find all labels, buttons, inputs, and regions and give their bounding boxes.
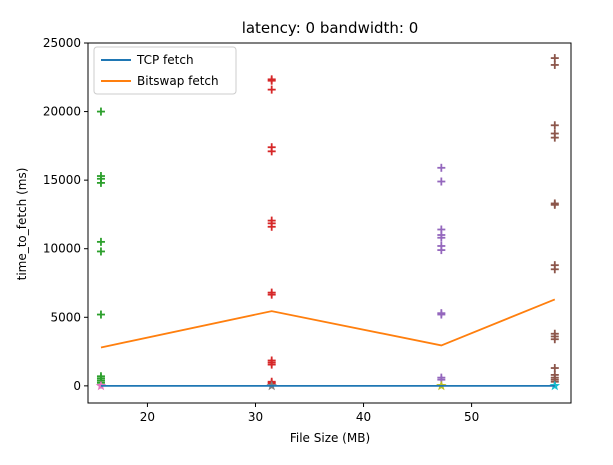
chart-title: latency: 0 bandwidth: 0	[242, 19, 419, 37]
axes: 20 30 40 50 0 5000 10000 15000 20000 25000	[43, 36, 572, 424]
plot-frame	[87, 42, 572, 404]
y-tick-label: 10000	[43, 242, 81, 256]
scatter-point	[437, 310, 446, 319]
scatter-point	[550, 60, 559, 69]
scatter-point	[267, 290, 276, 299]
x-tick-label: 50	[464, 410, 479, 424]
legend-label-tcp-fetch: TCP fetch	[136, 53, 194, 67]
x-tick-label: 40	[356, 410, 371, 424]
scatter-point	[267, 147, 276, 156]
scatter-point	[96, 178, 105, 187]
legend-label-bitswap-fetch: Bitswap fetch	[137, 74, 219, 88]
scatter-point	[96, 237, 105, 246]
scatter-point	[437, 177, 446, 186]
scatter-point	[437, 246, 446, 255]
y-axis-label: time_to_fetch (ms)	[15, 168, 29, 281]
scatter-point	[550, 335, 559, 344]
scatter-point	[550, 364, 559, 373]
x-tick-label: 20	[140, 410, 155, 424]
y-tick-label: 15000	[43, 173, 81, 187]
scatter-point	[96, 247, 105, 256]
x-tick-label: 30	[248, 410, 263, 424]
legend-box	[93, 46, 237, 95]
star-point	[549, 380, 561, 391]
scatter-point	[267, 222, 276, 231]
scatter-point	[96, 107, 105, 116]
y-tick-label: 5000	[50, 310, 81, 324]
scatter-point	[267, 360, 276, 369]
plot-marks	[95, 54, 561, 391]
scatter-point	[96, 310, 105, 319]
y-tick-label: 20000	[43, 105, 81, 119]
y-tick-label: 25000	[43, 36, 81, 50]
x-axis-label: File Size (MB)	[290, 431, 370, 445]
scatter-point	[437, 233, 446, 242]
scatter-point	[267, 76, 276, 85]
scatter-point	[550, 265, 559, 274]
legend: TCP fetch Bitswap fetch	[93, 46, 237, 95]
scatter-point	[267, 85, 276, 94]
scatter-point	[550, 133, 559, 142]
scatter-point	[550, 121, 559, 130]
scatter-point	[550, 200, 559, 209]
scatter-point	[550, 54, 559, 63]
series-line-bitswap-fetch	[100, 298, 556, 349]
y-tick-label: 0	[73, 379, 81, 393]
scatter-point	[437, 163, 446, 172]
